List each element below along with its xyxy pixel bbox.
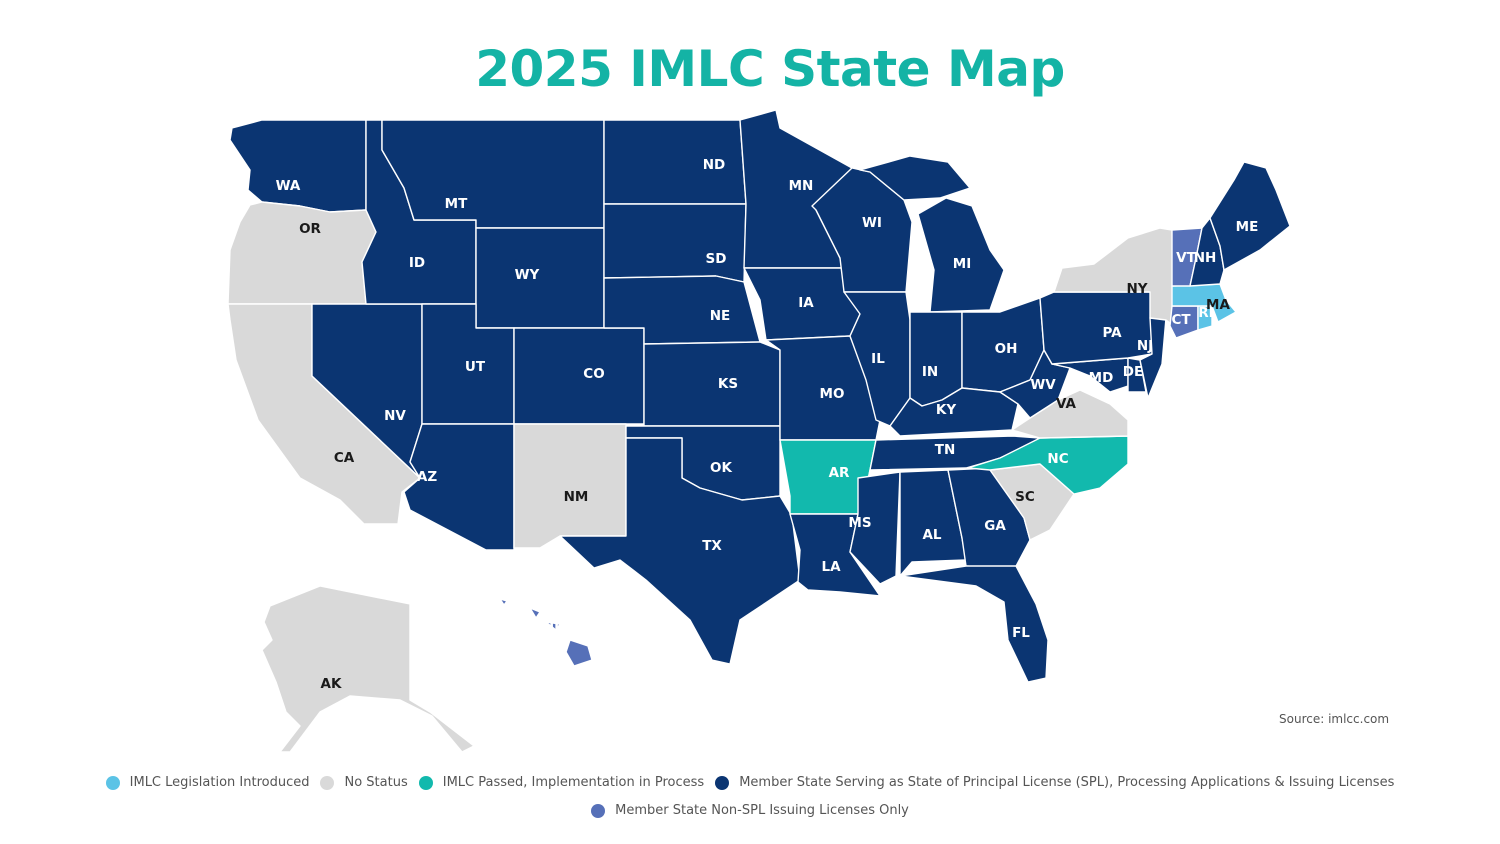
legend-label-spl: Member State Serving as State of Princip… (739, 775, 1395, 790)
state-label-hi: HI (543, 620, 559, 636)
state-label-id: ID (409, 255, 425, 271)
state-de (1127, 357, 1147, 393)
state-label-ca: CA (334, 450, 355, 466)
state-label-ks: KS (718, 376, 738, 392)
legend-swatch-passed (418, 775, 433, 790)
state-co (513, 327, 645, 425)
state-or (227, 201, 377, 305)
legend-label-introduced: IMLC Legislation Introduced (129, 775, 310, 790)
legend-item-introduced: IMLC Legislation Introduced (105, 775, 310, 790)
state-label-ma: MA (1206, 297, 1230, 313)
state-label-ut: UT (465, 359, 486, 375)
state-label-mt: MT (445, 196, 468, 212)
legend-swatch-nonspl (591, 803, 606, 818)
state-label-vt: VT (1176, 250, 1196, 266)
map-title: 2025 IMLC State Map (475, 40, 1065, 98)
state-label-mn: MN (789, 178, 814, 194)
state-label-md: MD (1089, 370, 1114, 386)
state-label-la: LA (821, 559, 841, 575)
legend-item-nonspl: Member State Non-SPL Issuing Licenses On… (591, 803, 909, 818)
state-label-de: DE (1123, 364, 1143, 380)
state-tx (559, 437, 801, 665)
state-label-wi: WI (862, 215, 882, 231)
state-label-nm: NM (564, 489, 589, 505)
state-label-ny: NY (1126, 281, 1147, 297)
legend-item-spl: Member State Serving as State of Princip… (715, 775, 1394, 790)
state-nm (513, 423, 627, 549)
state-label-nc: NC (1047, 451, 1068, 467)
legend-label-none: No Status (344, 775, 408, 790)
legend-swatch-introduced (105, 775, 120, 790)
state-label-ms: MS (848, 515, 871, 531)
state-ks (643, 341, 781, 427)
state-label-va: VA (1056, 396, 1077, 412)
legend-row-1: IMLC Legislation Introduced No Status IM… (0, 775, 1500, 790)
state-nc (967, 435, 1129, 495)
state-label-wy: WY (515, 267, 540, 283)
state-wa (229, 119, 367, 213)
state-label-tx: TX (702, 538, 722, 554)
state-label-al: AL (922, 527, 941, 543)
state-label-ak: AK (321, 676, 342, 692)
state-label-ar: AR (829, 465, 850, 481)
legend-label-nonspl: Member State Non-SPL Issuing Licenses On… (615, 803, 909, 818)
state-label-sc: SC (1015, 489, 1035, 505)
state-label-wv: WV (1030, 377, 1056, 393)
state-ma (1171, 283, 1237, 323)
state-label-nv: NV (384, 408, 406, 424)
state-label-oh: OH (995, 341, 1018, 357)
state-label-mo: MO (820, 386, 845, 402)
state-label-mi: MI (953, 256, 971, 272)
state-label-nj: NJ (1137, 338, 1153, 354)
state-label-nh: NH (1194, 250, 1217, 266)
legend-swatch-spl (715, 775, 730, 790)
state-mi (859, 155, 1005, 313)
legend-swatch-none (320, 775, 335, 790)
state-hi (499, 598, 593, 667)
state-label-ky: KY (936, 402, 956, 418)
state-label-nd: ND (703, 157, 726, 173)
state-label-ok: OK (710, 460, 732, 476)
source-note: Source: imlcc.com (1279, 712, 1390, 726)
state-label-fl: FL (1012, 625, 1030, 641)
state-label-ct: CT (1171, 312, 1191, 328)
state-label-ga: GA (984, 518, 1006, 534)
state-label-pa: PA (1102, 325, 1122, 341)
state-label-az: AZ (417, 469, 437, 485)
state-ak (261, 585, 475, 753)
legend-item-none: No Status (320, 775, 408, 790)
state-label-or: OR (299, 221, 321, 237)
state-label-ri: RI (1198, 305, 1213, 321)
state-label-me: ME (1236, 219, 1259, 235)
legend-label-passed: IMLC Passed, Implementation in Process (442, 775, 705, 790)
state-label-tn: TN (935, 442, 956, 458)
state-label-sd: SD (706, 251, 727, 267)
state-label-co: CO (583, 366, 604, 382)
state-label-wa: WA (276, 178, 301, 194)
state-mt (381, 119, 605, 229)
state-label-in: IN (922, 364, 938, 380)
state-wy (475, 227, 605, 329)
state-ky (889, 387, 1019, 437)
state-label-ia: IA (798, 295, 814, 311)
legend-row-2: Member State Non-SPL Issuing Licenses On… (0, 803, 1500, 818)
legend-item-passed: IMLC Passed, Implementation in Process (418, 775, 705, 790)
state-label-il: IL (871, 351, 885, 367)
state-label-ne: NE (710, 308, 731, 324)
state-il (843, 291, 911, 427)
state-sd (603, 203, 747, 283)
state-az (403, 423, 515, 551)
state-me (1209, 161, 1291, 271)
state-fl (899, 565, 1049, 683)
